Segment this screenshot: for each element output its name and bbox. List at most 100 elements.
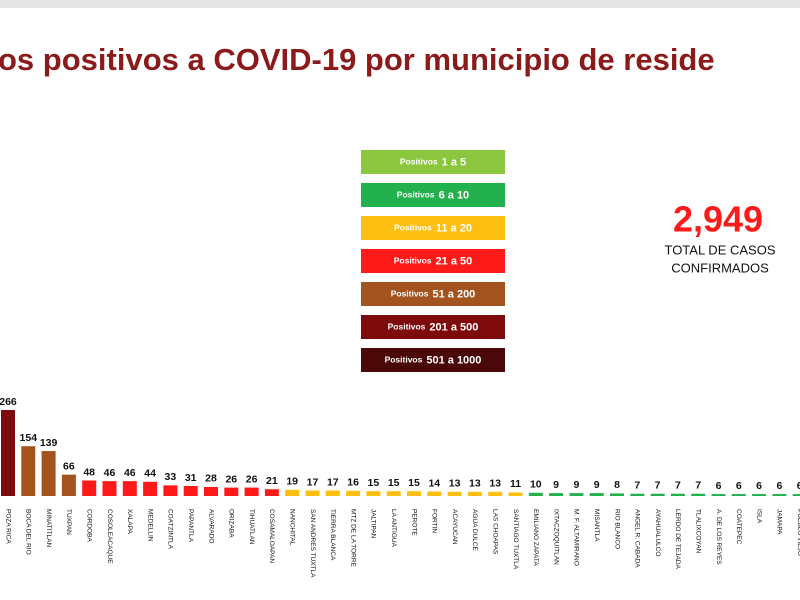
x-tick-label: MINATITLAN [45,509,52,547]
legend-swatch [361,282,505,306]
x-tick-label: M. F. ALTAMIRANO [573,509,580,566]
value-label: 6 [736,480,742,492]
bar [772,494,787,496]
value-label: 17 [307,476,319,488]
legend-label: Positivos 21 a 50 [394,255,473,267]
x-tick-label: TLALIXCOYAN [694,509,701,554]
x-tick-label: LAS CHOAPAS [491,509,498,555]
x-tick-label: PAPANTLA [187,509,194,543]
x-tick-label: ACAYUCAN [451,509,458,545]
legend-prefix: Positivos [394,223,432,233]
value-label: 15 [408,477,420,489]
value-label: 139 [40,437,58,449]
x-tick-label: PEROTE [410,509,417,536]
value-label: 8 [614,479,620,491]
legend-swatch [361,315,505,339]
value-label: 6 [756,480,762,492]
bar [366,491,381,496]
value-label: 6 [776,480,782,492]
bar [102,481,117,496]
legend-range: 21 a 50 [436,255,473,267]
value-label: 13 [469,478,481,490]
value-label: 16 [347,477,359,489]
value-label: 7 [695,480,701,492]
x-tick-label: ORIZABA [228,509,235,538]
x-tick-label: COSAMALOAPAN [268,509,275,563]
legend-range: 501 a 1000 [426,354,481,366]
top-strip [0,0,800,8]
bar [346,490,361,496]
x-tick-label: FORTIN [431,509,438,533]
value-label: 13 [489,478,501,490]
x-tick-label: TIHUATLAN [248,509,255,545]
legend-range: 11 a 20 [436,222,472,234]
bar [82,480,97,496]
bar [1,409,15,496]
x-tick-label: PUEBLO VIEJO [796,509,800,556]
total-caption: CONFIRMADOS [671,260,769,275]
bar [467,491,482,496]
value-label: 15 [388,477,400,489]
x-tick-label: ANGEL R. CABADA [634,509,641,568]
legend-prefix: Positivos [391,289,429,299]
bar [183,485,198,496]
legend-swatch [361,348,505,372]
bar [264,489,279,496]
legend-range: 201 a 500 [429,321,478,333]
bar [792,494,800,496]
legend-prefix: Positivos [394,256,432,266]
x-tick-label: TIERRA BLANCA [329,509,336,561]
bar [224,487,239,496]
bar [610,493,624,496]
legend-range: 6 a 10 [439,189,470,201]
x-tick-label: MISANTLA [593,509,600,542]
value-label: 19 [286,476,298,488]
x-tick-label: MEDELLIN [146,509,153,542]
x-tick-label: NANCHITAL [288,509,295,546]
bar [143,481,158,496]
x-tick-label: COSOLEACAQUE [106,509,113,564]
value-label: 44 [144,468,156,480]
legend-label: Positivos 1 a 5 [400,156,466,168]
bar [691,493,706,496]
value-label: 31 [185,472,197,484]
bar [630,493,645,496]
legend-label: Positivos 6 a 10 [397,189,469,201]
bar [386,491,401,496]
legend-prefix: Positivos [400,157,438,167]
bar [61,474,76,496]
x-tick-label: A. DE LOS REYES [715,509,722,565]
value-label: 10 [530,479,542,491]
bar [508,492,523,496]
bar [407,491,421,496]
legend-swatch [361,249,505,273]
legend-prefix: Positivos [385,355,423,365]
x-tick-label: JAMAPA [776,509,783,535]
x-tick-label: ISLA [755,509,762,524]
x-tick-label: LERDO DE TEJADA [674,509,681,570]
value-label: 7 [675,480,681,492]
x-tick-label: RIO BLANCO [613,509,620,549]
value-label: 11 [510,478,521,490]
bar [447,491,462,496]
bar [21,446,36,496]
bar [528,492,543,496]
value-label: 13 [449,478,461,490]
legend-swatch [361,216,505,240]
x-tick-label: BOCA DEL RIO [25,509,32,555]
value-label: 14 [428,477,440,489]
x-tick-label: IXTACZOQUITLAN [552,509,559,565]
bar [244,487,259,496]
bar [670,493,685,496]
bar [589,493,604,496]
x-tick-label: COATZINTLA [167,509,174,550]
value-label: 17 [327,476,339,488]
value-label: 26 [246,473,258,485]
x-tick-label: EMILIANO ZAPATA [532,509,539,566]
x-tick-label: XALAPA [126,509,133,534]
x-tick-label: MTZ DE LA TORRE [349,509,356,568]
x-tick-label: SANTIAGO TUXTLA [512,509,519,570]
value-label: 15 [368,477,380,489]
value-label: 46 [124,467,136,479]
value-label: 66 [63,460,75,472]
